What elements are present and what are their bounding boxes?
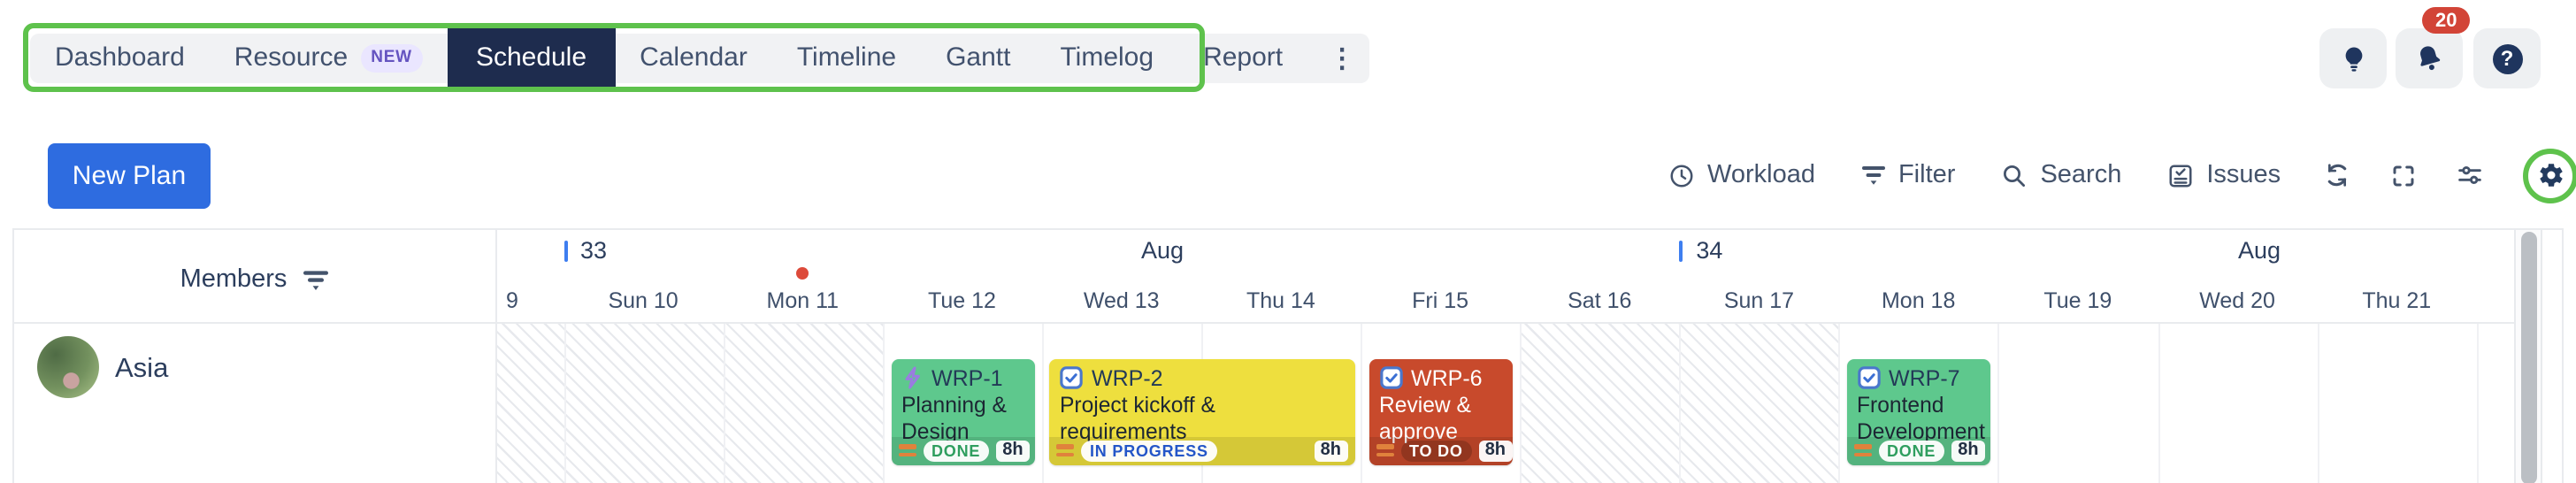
day-header: Sat 16 [1568,288,1632,313]
status-badge: DONE [923,440,990,462]
members-column-header: Members [14,265,495,294]
hours-badge: 8h [996,440,1030,462]
members-filter-icon[interactable] [303,268,329,291]
sync-button[interactable] [2304,161,2371,189]
tab-calendar[interactable]: Calendar [640,42,748,73]
search-icon [2001,162,2028,188]
hours-badge: 8h [1951,440,1985,462]
task-card-wrp-1[interactable]: WRP-1 Planning & Design DONE 8h [891,358,1034,464]
week-tick [564,241,567,262]
schedule-toolbar: Workload Filter Search Issues [1645,143,2576,207]
member-avatar[interactable] [36,335,98,397]
tips-button[interactable] [2319,28,2387,88]
sliders-icon [2456,161,2484,189]
tab-timeline[interactable]: Timeline [796,42,897,73]
vertical-scrollbar [2514,230,2542,483]
settings-button[interactable] [2503,148,2576,203]
tab-resource[interactable]: Resource NEW [210,33,448,82]
fullscreen-button[interactable] [2371,162,2436,188]
fullscreen-icon [2390,162,2417,188]
epic-bolt-icon [901,366,923,389]
priority-medium-icon [1056,444,1074,457]
search-button[interactable]: Search [1978,161,2144,189]
status-badge: TO DO [1400,440,1472,462]
month-label: Aug [1140,237,1184,264]
day-header: Mon 18 [1881,288,1956,313]
task-card-wrp-2[interactable]: WRP-2 Project kickoff & requirements IN … [1049,358,1354,464]
priority-medium-icon [1376,444,1393,457]
day-header: Wed 13 [1083,288,1160,313]
today-indicator-dot [796,267,809,280]
day-header: Thu 21 [2362,288,2432,313]
member-name: Asia [115,354,169,384]
tab-bar-background [30,34,1369,83]
more-menu-icon[interactable]: ⋮ [1329,43,1356,73]
settings-annotation-ring [2523,148,2576,203]
workload-toggle[interactable]: Workload [1645,161,1838,189]
status-badge: IN PROGRESS [1081,440,1217,462]
notification-count-badge: 20 [2422,7,2471,34]
hours-badge: 8h [1314,440,1347,462]
week-number: 33 [580,237,608,264]
new-badge: NEW [360,43,423,72]
task-checkbox-icon [1857,366,1880,389]
new-plan-button[interactable]: New Plan [48,143,211,209]
tab-report[interactable]: Report [1203,42,1284,73]
filter-icon [1861,165,1886,186]
help-button[interactable]: ? [2473,28,2541,88]
task-card-wrp-6[interactable]: WRP-6 Review & approve TO DO 8h [1368,358,1512,464]
tab-timelog[interactable]: Timelog [1060,42,1154,73]
clock-icon [1668,162,1695,188]
tab-schedule[interactable]: Schedule [447,28,616,87]
nonworking-shade [496,324,883,483]
notifications-button[interactable] [2396,28,2463,88]
status-badge: DONE [1878,440,1945,462]
tab-bar: Dashboard Resource NEW Schedule Calendar … [30,28,1376,87]
day-header: Thu 14 [1246,288,1315,313]
scrollbar-thumb[interactable] [2521,232,2537,483]
week-number: 34 [1696,237,1723,264]
lightbulb-icon [2338,43,2368,73]
day-header: 9 [506,288,518,313]
issues-icon [2167,162,2194,188]
task-card-wrp-7[interactable]: WRP-7 Frontend Development DONE 8h [1846,358,1990,464]
gear-icon [2534,159,2566,191]
priority-medium-icon [1853,444,1871,457]
help-icon: ? [2492,43,2522,73]
month-label: Aug [2237,237,2281,264]
priority-medium-icon [898,444,916,457]
day-header: Sun 10 [608,288,678,313]
task-checkbox-icon [1379,366,1402,389]
day-header: Tue 12 [928,288,996,313]
tab-dashboard[interactable]: Dashboard [55,42,185,73]
day-header: Sun 17 [1723,288,1795,313]
tab-gantt[interactable]: Gantt [946,42,1011,73]
day-header: Fri 15 [1412,288,1469,313]
issues-button[interactable]: Issues [2144,161,2304,189]
day-header: Mon 11 [766,288,840,313]
task-checkbox-icon [1060,366,1083,389]
header-divider [14,322,2514,324]
day-header: Wed 20 [2199,288,2275,313]
filter-button[interactable]: Filter [1838,161,1978,189]
week-tick [1679,241,1683,262]
refresh-icon [2323,161,2351,189]
day-header: Tue 19 [2043,288,2112,313]
view-settings-button[interactable] [2436,161,2503,189]
hours-badge: 8h [1478,440,1512,462]
schedule-grid: Members 33 Aug 34 Aug 9 Sun 10 Mon 11 Tu… [12,228,2564,483]
bell-icon [2410,39,2450,79]
